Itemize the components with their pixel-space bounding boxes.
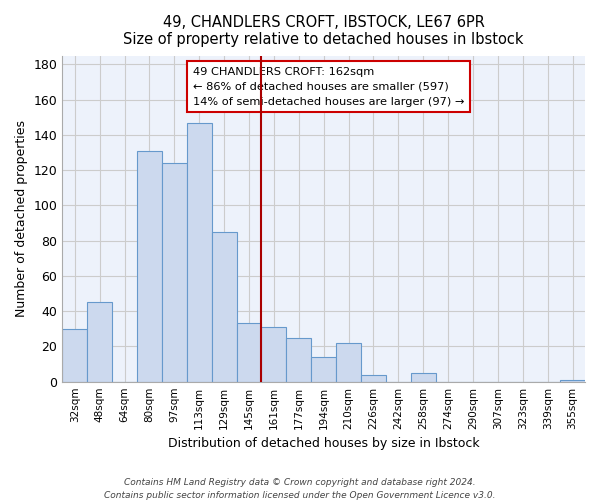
Text: Contains HM Land Registry data © Crown copyright and database right 2024.
Contai: Contains HM Land Registry data © Crown c… [104,478,496,500]
Bar [262,327,286,382]
Bar [560,380,585,382]
Bar [286,338,311,382]
Bar [336,343,361,382]
Bar [162,163,187,382]
X-axis label: Distribution of detached houses by size in Ibstock: Distribution of detached houses by size … [168,437,479,450]
Bar [236,324,262,382]
Bar [361,374,386,382]
Bar [87,302,112,382]
Y-axis label: Number of detached properties: Number of detached properties [15,120,28,317]
Bar [137,150,162,382]
Text: 49 CHANDLERS CROFT: 162sqm
← 86% of detached houses are smaller (597)
14% of sem: 49 CHANDLERS CROFT: 162sqm ← 86% of deta… [193,67,464,106]
Bar [411,373,436,382]
Title: 49, CHANDLERS CROFT, IBSTOCK, LE67 6PR
Size of property relative to detached hou: 49, CHANDLERS CROFT, IBSTOCK, LE67 6PR S… [124,15,524,48]
Bar [62,329,87,382]
Bar [187,122,212,382]
Bar [311,357,336,382]
Bar [212,232,236,382]
